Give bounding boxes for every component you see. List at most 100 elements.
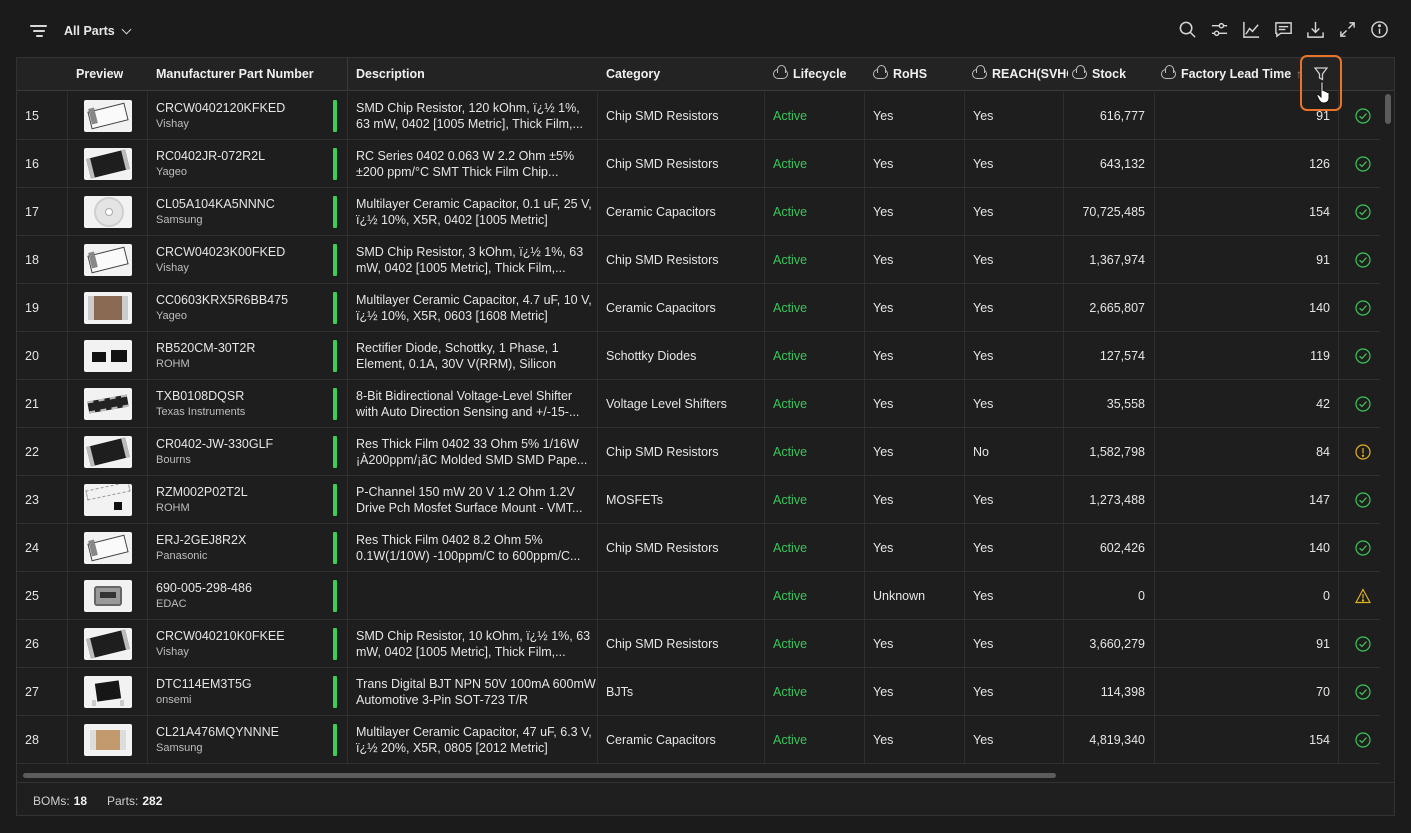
horizontal-scrollbar[interactable] [23, 773, 1056, 778]
mpn-cell[interactable]: CRCW0402120KFKED Vishay [156, 92, 331, 140]
table-row[interactable]: 20 RB520CM-30T2R ROHM Rectifier Diode, Scho… [17, 332, 1380, 380]
table-row[interactable]: 27 DTC114EM3T5G onsemi Trans Digital BJT NP… [17, 668, 1380, 716]
info-icon[interactable] [1370, 20, 1389, 39]
column-header-rohs[interactable]: RoHS [873, 58, 927, 91]
check-circle-icon[interactable] [1355, 380, 1375, 428]
column-header-mpn[interactable]: Manufacturer Part Number [156, 67, 314, 81]
check-circle-icon[interactable] [1355, 476, 1375, 524]
table-row[interactable]: 15 CRCW0402120KFKED Vishay SMD Chip Resisto… [17, 92, 1380, 140]
lead-time-cell: 91 [1316, 253, 1330, 267]
table-row[interactable]: 17 CL05A104KA5NNNC Samsung Multilayer Ceram… [17, 188, 1380, 236]
check-circle-icon[interactable] [1355, 188, 1375, 236]
search-icon[interactable] [1178, 20, 1197, 39]
part-preview-image[interactable] [84, 236, 132, 284]
warning-circle-icon[interactable] [1355, 428, 1375, 476]
check-circle-icon[interactable] [1355, 92, 1375, 140]
column-header-stock[interactable]: Stock [1072, 58, 1126, 91]
mpn-cell[interactable]: CL05A104KA5NNNC Samsung [156, 188, 331, 236]
lead-time-cell: 119 [1310, 349, 1330, 363]
part-preview-image[interactable] [84, 380, 132, 428]
comment-icon[interactable] [1274, 20, 1293, 39]
lead-time-cell: 126 [1309, 157, 1330, 171]
part-preview-image[interactable] [84, 668, 132, 716]
view-selector[interactable]: All Parts [64, 24, 132, 38]
download-icon[interactable] [1306, 20, 1325, 39]
lifecycle-cell: Active [773, 637, 808, 651]
check-circle-icon[interactable] [1355, 332, 1375, 380]
table-row[interactable]: 28 CL21A476MQYNNNE Samsung Multilayer Ceram… [17, 716, 1380, 764]
part-preview-image[interactable] [84, 92, 132, 140]
mpn-cell[interactable]: DTC114EM3T5G onsemi [156, 668, 331, 716]
check-circle-icon[interactable] [1355, 620, 1375, 668]
mpn-cell[interactable]: 690-005-298-486 EDAC [156, 572, 331, 620]
part-preview-image[interactable] [84, 524, 132, 572]
mpn-cell[interactable]: CL21A476MQYNNNE Samsung [156, 716, 331, 764]
menu-icon[interactable] [30, 22, 50, 40]
mpn-cell[interactable]: ERJ-2GEJ8R2X Panasonic [156, 524, 331, 572]
stock-cell: 1,367,974 [1089, 253, 1145, 267]
mpn-text: DTC114EM3T5G [156, 677, 252, 691]
lead-time-cell: 91 [1316, 109, 1330, 123]
filter-icon[interactable] [1313, 66, 1329, 82]
column-header-description[interactable]: Description [356, 67, 425, 81]
part-preview-image[interactable] [84, 188, 132, 236]
category-cell: Voltage Level Shifters [606, 397, 727, 411]
mpn-cell[interactable]: CRCW040210K0FKEE Vishay [156, 620, 331, 668]
part-preview-image[interactable] [84, 284, 132, 332]
part-preview-image[interactable] [84, 620, 132, 668]
category-cell: BJTs [606, 685, 634, 699]
table-row[interactable]: 25 690-005-298-486 EDAC Active Unknown Yes 0 0 [17, 572, 1380, 620]
check-circle-icon[interactable] [1355, 716, 1375, 764]
category-cell: MOSFETs [606, 493, 663, 507]
part-preview-image[interactable] [84, 140, 132, 188]
table-row[interactable]: 22 CR0402-JW-330GLF Bourns Res Thick Film 0… [17, 428, 1380, 476]
warning-triangle-icon[interactable] [1355, 572, 1375, 620]
rohs-cell: Yes [873, 541, 894, 555]
mpn-cell[interactable]: CR0402-JW-330GLF Bourns [156, 428, 331, 476]
status-bar [333, 196, 337, 228]
mpn-cell[interactable]: CC0603KRX5R6BB475 Yageo [156, 284, 331, 332]
description-text: RC Series 0402 0.063 W 2.2 Ohm ±5% ±200 … [356, 149, 575, 179]
check-circle-icon[interactable] [1355, 524, 1375, 572]
table-row[interactable]: 18 CRCW04023K00FKED Vishay SMD Chip Resisto… [17, 236, 1380, 284]
sort-ascending-icon[interactable]: ↑ [1296, 67, 1302, 81]
category-cell: Chip SMD Resistors [606, 541, 719, 555]
mpn-text: RC0402JR-072R2L [156, 149, 266, 163]
column-header-reach[interactable]: REACH(SVHC [972, 58, 1068, 91]
lifecycle-cell: Active [773, 109, 808, 123]
reach-cell: Yes [973, 205, 994, 219]
table-row[interactable]: 19 CC0603KRX5R6BB475 Yageo Multilayer Ceram… [17, 284, 1380, 332]
table-row[interactable]: 24 ERJ-2GEJ8R2X Panasonic Res Thick Film 04… [17, 524, 1380, 572]
mpn-cell[interactable]: TXB0108DQSR Texas Instruments [156, 380, 331, 428]
description-cell: 8-Bit Bidirectional Voltage-Level Shifte… [356, 380, 596, 428]
table-row[interactable]: 26 CRCW040210K0FKEE Vishay SMD Chip Resisto… [17, 620, 1380, 668]
part-preview-image[interactable] [84, 428, 132, 476]
category-cell: Ceramic Capacitors [606, 205, 716, 219]
column-header-lifecycle[interactable]: Lifecycle [773, 58, 847, 91]
mpn-cell[interactable]: RB520CM-30T2R ROHM [156, 332, 331, 380]
description-text: 8-Bit Bidirectional Voltage-Level Shifte… [356, 389, 580, 419]
table-row[interactable]: 16 RC0402JR-072R2L Yageo RC Series 0402 0.0… [17, 140, 1380, 188]
part-preview-image[interactable] [84, 716, 132, 764]
column-header-lead-time[interactable]: Factory Lead Time [1161, 58, 1291, 91]
check-circle-icon[interactable] [1355, 668, 1375, 716]
table-row[interactable]: 21 TXB0108DQSR Texas Instruments 8-Bit Bidi… [17, 380, 1380, 428]
expand-icon[interactable] [1338, 20, 1357, 39]
part-preview-image[interactable] [84, 332, 132, 380]
mpn-cell[interactable]: RC0402JR-072R2L Yageo [156, 140, 331, 188]
table-row[interactable]: 23 RZM002P02T2L ROHM P-Channel 150 mW 20 V … [17, 476, 1380, 524]
mpn-cell[interactable]: CRCW04023K00FKED Vishay [156, 236, 331, 284]
check-circle-icon[interactable] [1355, 236, 1375, 284]
sliders-icon[interactable] [1210, 20, 1229, 39]
reach-cell: Yes [973, 637, 994, 651]
vertical-scrollbar[interactable] [1385, 94, 1391, 124]
column-header-category[interactable]: Category [606, 67, 661, 81]
mpn-cell[interactable]: RZM002P02T2L ROHM [156, 476, 331, 524]
check-circle-icon[interactable] [1355, 140, 1375, 188]
chart-icon[interactable] [1242, 20, 1261, 39]
part-preview-image[interactable] [84, 572, 132, 620]
check-circle-icon[interactable] [1355, 284, 1375, 332]
column-header-preview[interactable]: Preview [76, 67, 124, 81]
row-index: 26 [25, 637, 39, 651]
part-preview-image[interactable] [84, 476, 132, 524]
